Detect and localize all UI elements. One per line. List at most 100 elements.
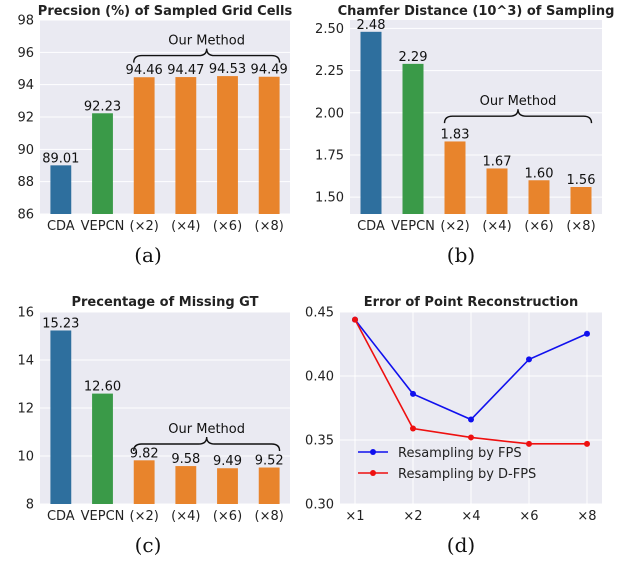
bar-2 [133, 77, 155, 214]
x-tick-label: VEPCN [81, 509, 125, 524]
bar-0 [50, 330, 72, 504]
x-tick-label: (×4) [171, 509, 200, 524]
y-tick-label: 0.40 [305, 370, 334, 385]
our-method-label: Our Method [480, 94, 557, 109]
legend-label-0: Resampling by FPS [398, 446, 522, 461]
x-tick-label: (×4) [482, 219, 511, 234]
chart-precision: Precsion (%) of Sampled Grid Cells 86 88 90… [17, 4, 292, 234]
y-tick-label: 0.35 [305, 434, 334, 449]
legend-marker-1 [370, 470, 376, 476]
x-tick-label: ×4 [461, 509, 480, 524]
series-1-point-1 [410, 425, 416, 432]
x-tick-label: (×6) [524, 219, 553, 234]
x-tick-label: (×6) [213, 219, 242, 234]
x-tick-label: (×8) [566, 219, 595, 234]
data-label: 1.60 [525, 166, 554, 181]
x-tick-label: (×8) [255, 509, 284, 524]
series-0-point-2 [468, 416, 474, 423]
x-tick-label: (×6) [213, 509, 242, 524]
bar-2 [444, 141, 466, 214]
y-tick-label: 0.30 [305, 498, 334, 513]
our-method-label: Our Method [168, 422, 245, 437]
our-method-label: Our Method [168, 34, 245, 49]
data-label: 1.83 [441, 127, 470, 142]
series-1-point-3 [526, 440, 532, 447]
series-1-point-2 [468, 434, 474, 441]
bar-5 [258, 76, 280, 215]
y-tick-label: 14 [17, 354, 34, 369]
bar-2 [133, 460, 155, 504]
series-0-point-3 [526, 356, 532, 363]
x-tick-label: (×8) [255, 219, 284, 234]
legend-label-1: Resampling by D-FPS [398, 467, 536, 482]
chart-title: Chamfer Distance (10^3) of Sampling [338, 4, 615, 19]
series-0-point-1 [410, 390, 416, 397]
x-tick-label: ×2 [403, 509, 422, 524]
bar-3 [486, 168, 508, 214]
series-1-point-0 [352, 316, 358, 323]
data-label: 1.56 [567, 173, 596, 188]
y-tick-label: 2.50 [315, 22, 344, 37]
y-tick-label: 98 [17, 14, 34, 29]
y-tick-label: 2.25 [315, 64, 344, 79]
y-tick-label: 96 [17, 46, 34, 61]
x-tick-label: VEPCN [81, 219, 125, 234]
y-tick-label: 8 [26, 498, 34, 513]
x-tick-label: CDA [47, 219, 75, 234]
bar-4 [528, 180, 550, 214]
our-method-brace [133, 436, 281, 452]
data-label: 89.01 [42, 151, 79, 166]
bar-5 [258, 467, 280, 504]
y-tick-label: 1.75 [315, 148, 344, 163]
x-tick-label: CDA [47, 509, 75, 524]
caption-d: (d) [447, 533, 475, 557]
data-label: 2.48 [357, 18, 386, 33]
x-tick-label: VEPCN [391, 219, 435, 234]
data-label: 2.29 [399, 50, 428, 65]
data-label: 94.49 [251, 63, 288, 78]
y-tick-label: 92 [17, 111, 34, 126]
chart-title: Precentage of Missing GT [71, 295, 258, 310]
plot-background [350, 20, 602, 214]
bar-1 [402, 63, 424, 214]
y-tick-label: 2.00 [315, 106, 344, 121]
data-label: 94.47 [167, 63, 204, 78]
data-label: 9.49 [213, 454, 242, 469]
y-tick-label: 0.45 [305, 306, 334, 321]
y-tick-label: 88 [17, 175, 34, 190]
caption-a: (a) [134, 243, 162, 267]
x-tick-label: (×2) [440, 219, 469, 234]
data-label: 9.58 [171, 452, 200, 467]
chart-title: Error of Point Reconstruction [364, 295, 579, 310]
data-label: 12.60 [84, 380, 121, 395]
our-method-brace [443, 109, 593, 124]
data-label: 9.52 [255, 454, 284, 469]
x-tick-label: (×2) [130, 509, 159, 524]
y-tick-label: 86 [17, 208, 34, 223]
data-label: 94.53 [209, 62, 246, 77]
bar-0 [360, 31, 382, 214]
x-tick-label: CDA [357, 219, 385, 234]
chart-title: Precsion (%) of Sampled Grid Cells [38, 4, 293, 19]
y-tick-label: 94 [17, 78, 34, 93]
y-tick-label: 16 [17, 306, 34, 321]
legend-marker-0 [370, 449, 376, 455]
y-tick-label: 10 [17, 450, 34, 465]
x-tick-label: (×2) [130, 219, 159, 234]
data-label: 9.82 [130, 446, 159, 461]
data-label: 1.67 [483, 154, 512, 169]
data-label: 15.23 [42, 316, 79, 331]
bar-4 [217, 76, 238, 215]
chart-reconstruction-error: Error of Point Reconstruction 0.30 0.35 0.4… [305, 295, 602, 524]
bar-4 [217, 468, 238, 504]
caption-b: (b) [447, 243, 475, 267]
y-tick-label: 12 [17, 402, 34, 417]
caption-c: (c) [135, 533, 162, 557]
series-0-point-4 [584, 330, 590, 337]
data-label: 94.46 [126, 63, 163, 78]
x-tick-label: ×8 [577, 509, 596, 524]
x-tick-label: ×6 [519, 509, 538, 524]
bar-0 [50, 165, 72, 214]
chart-chamfer: Chamfer Distance (10^3) of Sampling 1.50 1… [315, 4, 614, 234]
